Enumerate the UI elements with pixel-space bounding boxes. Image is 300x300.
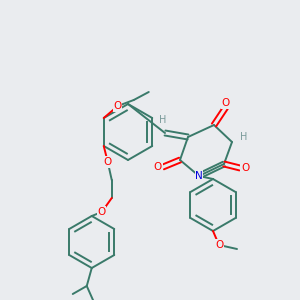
Text: O: O	[241, 163, 249, 173]
Text: O: O	[103, 157, 112, 167]
Text: O: O	[215, 240, 223, 250]
Text: O: O	[154, 162, 162, 172]
Text: H: H	[240, 132, 248, 142]
Text: H: H	[159, 115, 167, 125]
Text: O: O	[222, 98, 230, 108]
Text: N: N	[195, 171, 203, 181]
Text: O: O	[98, 207, 106, 217]
Text: N: N	[195, 171, 203, 181]
Text: O: O	[114, 101, 122, 111]
